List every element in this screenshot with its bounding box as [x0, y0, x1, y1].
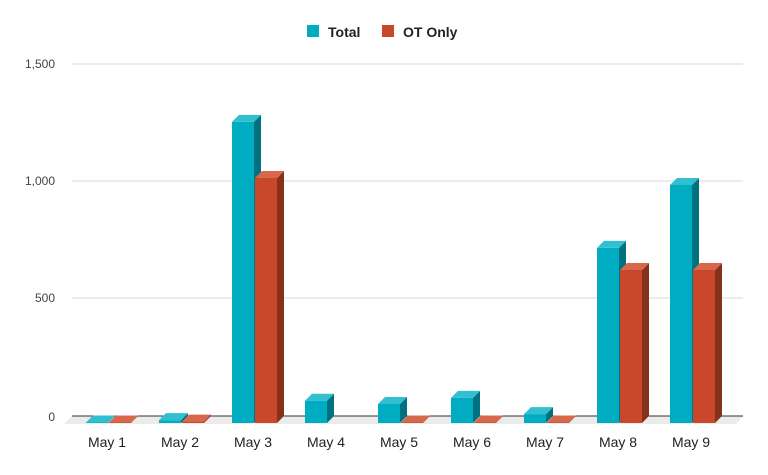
x-label-may-8: May 8 — [599, 434, 637, 450]
y-tick-1000: 1,000 — [25, 174, 55, 188]
x-label-may-1: May 1 — [88, 434, 126, 450]
y-tick-1500: 1,500 — [25, 57, 55, 71]
bar-ot-only-may-6[interactable] — [474, 415, 503, 424]
y-axis-labels: 1,500 1,000 500 0 — [25, 57, 55, 424]
bar-ot-only-may-3[interactable] — [255, 170, 284, 423]
bar-total-may-1[interactable] — [86, 415, 115, 424]
gridlines — [72, 63, 743, 299]
legend-label-ot-only: OT Only — [403, 24, 458, 40]
x-label-may-4: May 4 — [307, 434, 345, 450]
x-label-may-2: May 2 — [161, 434, 199, 450]
x-label-may-7: May 7 — [526, 434, 564, 450]
bar-ot-only-may-2[interactable] — [182, 414, 211, 423]
x-label-may-6: May 6 — [453, 434, 491, 450]
bar-ot-only-may-1[interactable] — [109, 415, 138, 424]
x-label-may-3: May 3 — [234, 434, 272, 450]
x-label-may-5: May 5 — [380, 434, 418, 450]
bars — [86, 114, 722, 424]
bar-total-may-6[interactable] — [451, 390, 480, 423]
bar-total-may-5[interactable] — [378, 396, 407, 423]
x-label-may-9: May 9 — [672, 434, 710, 450]
legend: Total OT Only — [307, 24, 458, 40]
bar-ot-only-may-8[interactable] — [620, 262, 649, 423]
legend-item-total[interactable]: Total — [307, 24, 360, 40]
bar-total-may-7[interactable] — [524, 407, 553, 423]
bar-ot-only-may-7[interactable] — [547, 415, 576, 424]
x-axis-labels: May 1 May 2 May 3 May 4 May 5 May 6 May … — [88, 434, 710, 450]
bar-ot-only-may-5[interactable] — [401, 415, 430, 424]
legend-item-ot-only[interactable]: OT Only — [382, 24, 458, 40]
y-tick-500: 500 — [35, 291, 55, 305]
bar-total-may-4[interactable] — [305, 393, 334, 423]
bar-total-may-2[interactable] — [159, 413, 188, 423]
legend-label-total: Total — [328, 24, 360, 40]
bar-ot-only-may-9[interactable] — [693, 262, 722, 423]
legend-swatch-ot-only — [382, 25, 394, 37]
y-tick-0: 0 — [48, 410, 55, 424]
legend-swatch-total — [307, 25, 319, 37]
